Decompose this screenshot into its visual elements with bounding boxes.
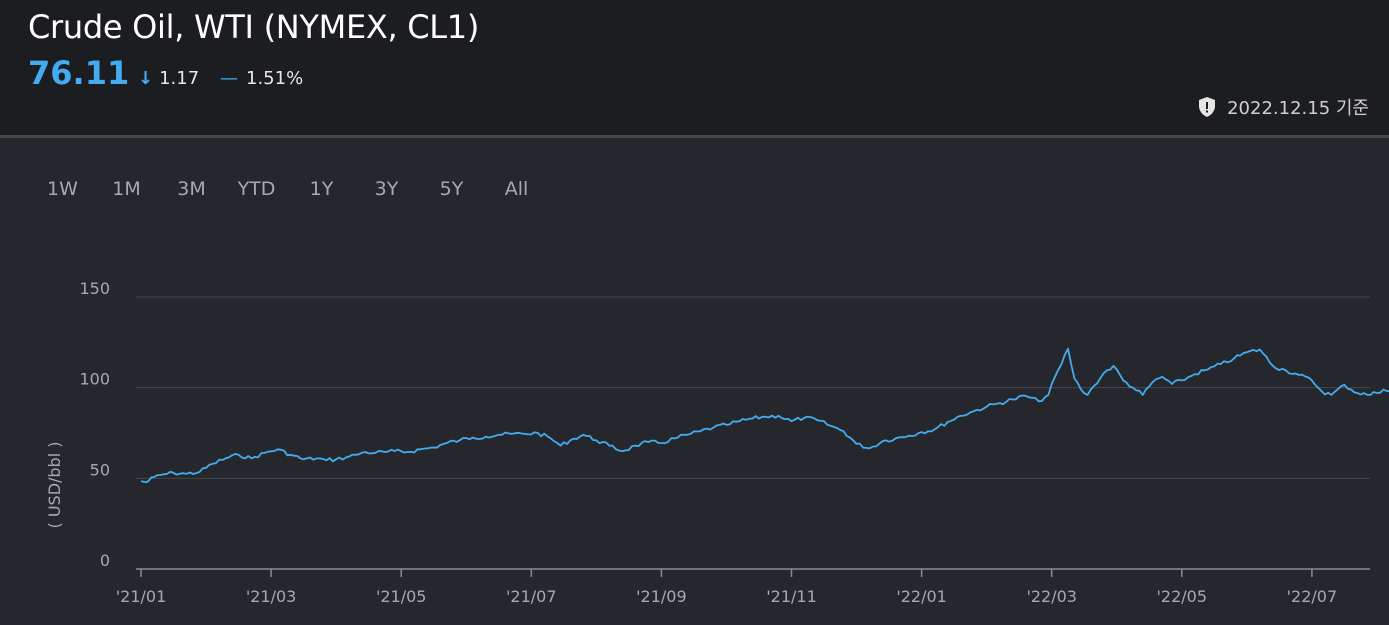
range-1y[interactable]: 1Y [309,178,334,200]
as-of-date: 2022.12.15 기준 [1197,94,1369,120]
range-ytd[interactable]: YTD [237,178,276,200]
range-3y[interactable]: 3Y [374,178,399,200]
last-price: 76.11 [28,54,130,92]
dash-icon: — [220,68,238,89]
price-chart[interactable]: 0 50 100 150 ( USD/bbl ) '21/01 '21/03 '21/05… [0,140,1389,625]
x-tick-label: '22/07 [1287,587,1338,606]
y-tick-label: 150 [79,279,110,298]
x-tick-label: '21/07 [506,587,557,606]
x-tick-label: '21/05 [376,587,427,606]
range-all[interactable]: All [504,178,529,200]
range-3m[interactable]: 3M [177,178,206,200]
x-tick-label: '21/03 [246,587,297,606]
y-tick-label: 0 [100,551,110,570]
header-divider [0,135,1389,138]
x-tick-label: '22/05 [1157,587,1208,606]
change-absolute: ↓ 1.17 [138,68,199,89]
y-axis-ticks: 0 50 100 150 [79,279,110,570]
range-selector: 1W 1M 3M YTD 1Y 3Y 5Y All [28,178,549,200]
y-tick-label: 100 [79,370,110,389]
grid-lines [136,296,1370,570]
change-absolute-value: 1.17 [159,68,200,89]
x-tick-label: '22/01 [896,587,947,606]
change-percent-value: 1.51% [246,68,304,89]
instrument-title: Crude Oil, WTI (NYMEX, CL1) [28,8,480,46]
series-line-0 [140,347,1389,484]
range-1w[interactable]: 1W [47,178,78,200]
x-tick-label: '21/01 [116,587,167,606]
change-percent: — 1.51% [220,68,303,89]
x-tick-label: '21/11 [766,587,817,606]
range-1m[interactable]: 1M [112,178,141,200]
arrow-down-icon: ↓ [138,68,154,89]
range-5y[interactable]: 5Y [439,178,464,200]
series-layer [140,347,1389,484]
x-tick-label: '22/03 [1026,587,1077,606]
y-tick-label: 50 [90,460,110,479]
quote-header [0,0,1389,135]
x-tick-label: '21/09 [636,587,687,606]
x-axis: '21/01 '21/03 '21/05 '21/07 '21/09 '21/11 '22/… [116,569,1337,606]
y-axis-label: ( USD/bbl ) [45,442,64,529]
as-of-text: 2022.12.15 기준 [1227,98,1369,119]
shield-icon [1199,97,1216,117]
